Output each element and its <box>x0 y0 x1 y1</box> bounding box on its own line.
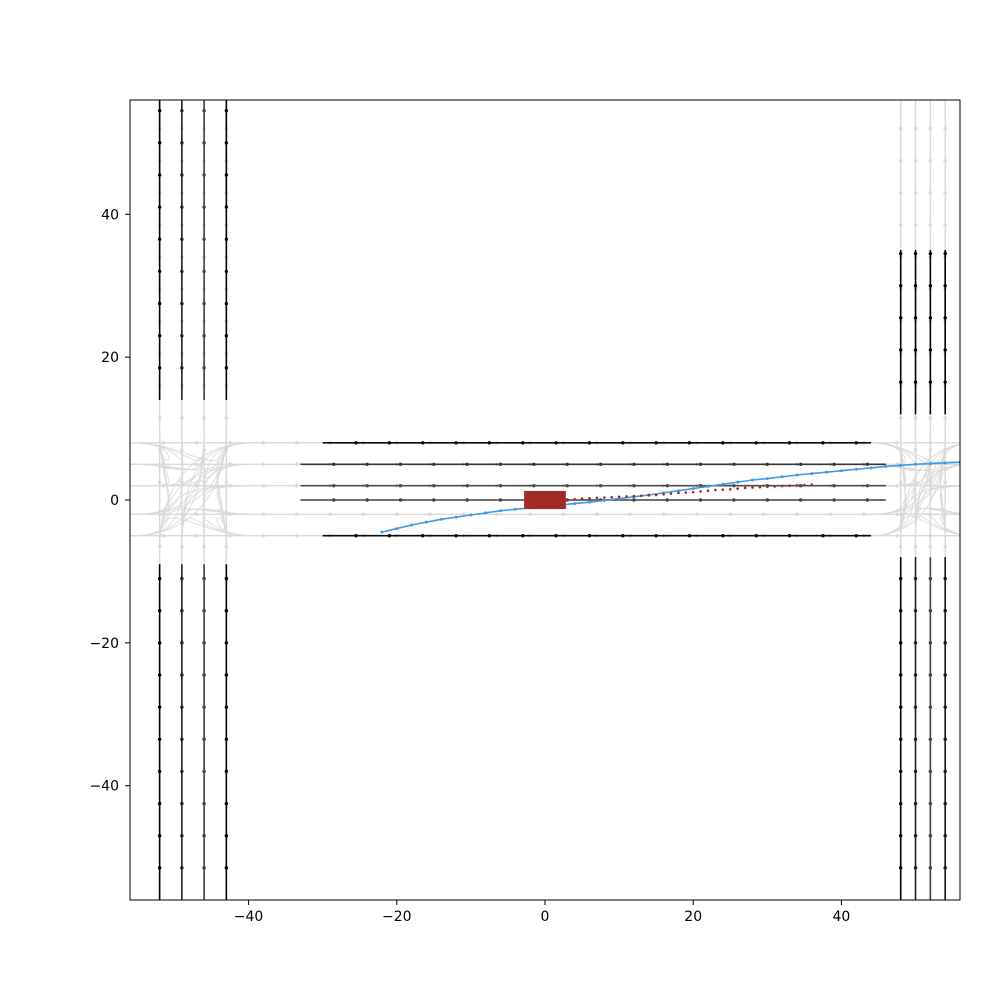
intersection-curve <box>217 486 252 547</box>
intersection-curve <box>871 439 916 514</box>
lane-centerline-vertical <box>158 100 161 400</box>
x-tick-label: −20 <box>382 909 412 925</box>
intersection-curve <box>930 464 975 539</box>
x-tick-label: 20 <box>684 909 702 925</box>
y-tick-label: −20 <box>89 636 119 652</box>
lane-centerline-vertical <box>943 250 946 414</box>
lane-centerline-vertical <box>899 557 902 900</box>
scene-plot: −40 −20 0 20 40 −40 −20 0 20 40 <box>0 0 1000 1000</box>
lane-centerline-vertical <box>225 100 228 400</box>
intersection-curve <box>203 486 252 547</box>
lane-centerline-vertical <box>914 250 917 414</box>
intersection-curve <box>203 464 252 546</box>
lane-centerline-vertical <box>225 564 228 900</box>
lane-centerline-vertical <box>202 564 205 900</box>
x-tick-label: −40 <box>234 909 264 925</box>
intersection-curve <box>134 432 227 461</box>
intersection-curve <box>134 432 169 486</box>
trajectory-predicted <box>380 461 961 534</box>
intersection-curve <box>930 443 975 539</box>
lane-centerline-vertical <box>180 564 183 900</box>
lane-centerline-vertical <box>929 250 932 414</box>
lane-centerline-vertical <box>202 100 205 400</box>
y-tick-label: −40 <box>89 779 119 795</box>
y-tick-label: 0 <box>110 493 119 509</box>
lane-centerline-vertical <box>899 250 902 414</box>
y-tick-label: 20 <box>101 350 119 366</box>
intersection-curve <box>134 432 183 514</box>
intersection-curve <box>134 432 183 486</box>
lane-centerline-vertical <box>943 557 946 900</box>
intersection-curve <box>134 432 183 461</box>
lane-centerline-vertical <box>914 557 917 900</box>
intersection-curve <box>901 486 975 540</box>
lane-centerline-vertical <box>929 557 932 900</box>
intersection-curve <box>871 439 916 535</box>
lane-centerline-vertical <box>180 100 183 400</box>
x-tick-label: 40 <box>833 909 851 925</box>
chart-container: −40 −20 0 20 40 −40 −20 0 20 40 <box>0 0 1000 1000</box>
ego-vehicle <box>525 491 566 508</box>
plot-content <box>130 100 975 900</box>
intersection-curve <box>160 518 253 547</box>
lane-horizontal <box>130 512 960 516</box>
lane-centerline-vertical <box>158 564 161 900</box>
x-tick-label: 0 <box>541 909 550 925</box>
intersection-curve <box>930 508 975 539</box>
y-tick-label: 40 <box>101 207 119 223</box>
